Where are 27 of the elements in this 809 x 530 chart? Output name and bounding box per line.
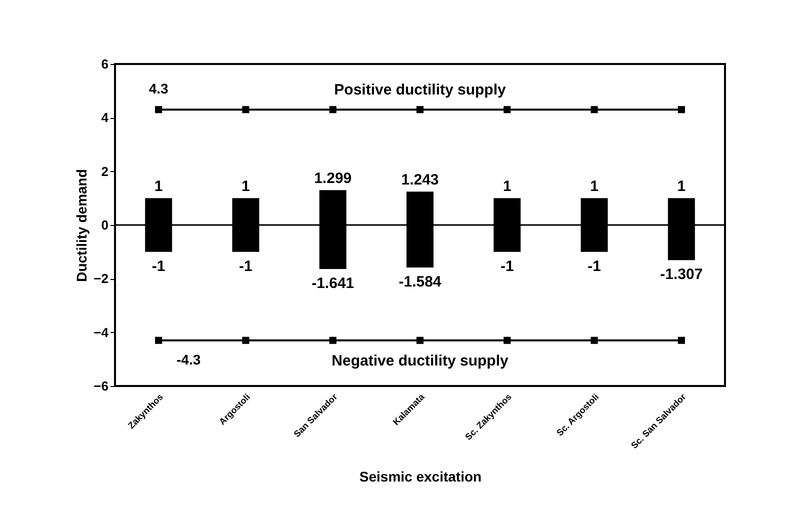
data-label: 4.3: [148, 80, 169, 97]
data-label: -1.307: [660, 266, 703, 284]
y-tick-label: −6: [94, 378, 108, 394]
series-label: Positive ductility supply: [334, 82, 507, 99]
data-label: 1: [154, 178, 163, 196]
data-label: -1: [239, 258, 252, 275]
series-label: Negative ductility supply: [332, 352, 509, 370]
data-label: -1.641: [312, 275, 354, 292]
data-label: 1: [590, 178, 598, 196]
data-label: -1: [500, 258, 514, 275]
data-label: 1: [242, 178, 250, 196]
data-label: -1: [152, 258, 166, 275]
data-label: -4.3: [176, 351, 201, 368]
data-label: 1.243: [401, 172, 439, 189]
data-label: 1: [502, 178, 512, 196]
y-tick-label: 4: [101, 110, 110, 126]
x-axis-title: Seismic excitation: [359, 468, 482, 485]
y-axis-title: Ductility demand: [74, 169, 90, 282]
data-label: 1: [677, 178, 686, 196]
data-label: -1.584: [398, 274, 442, 291]
y-tick-label: 2: [101, 164, 108, 179]
data-label: -1: [588, 258, 601, 275]
y-tick-label: −2: [94, 271, 108, 286]
y-tick-label: 0: [101, 218, 108, 232]
data-label: 1.299: [314, 170, 352, 188]
y-tick-label: 6: [101, 56, 108, 72]
y-tick-label: −4: [94, 324, 110, 340]
